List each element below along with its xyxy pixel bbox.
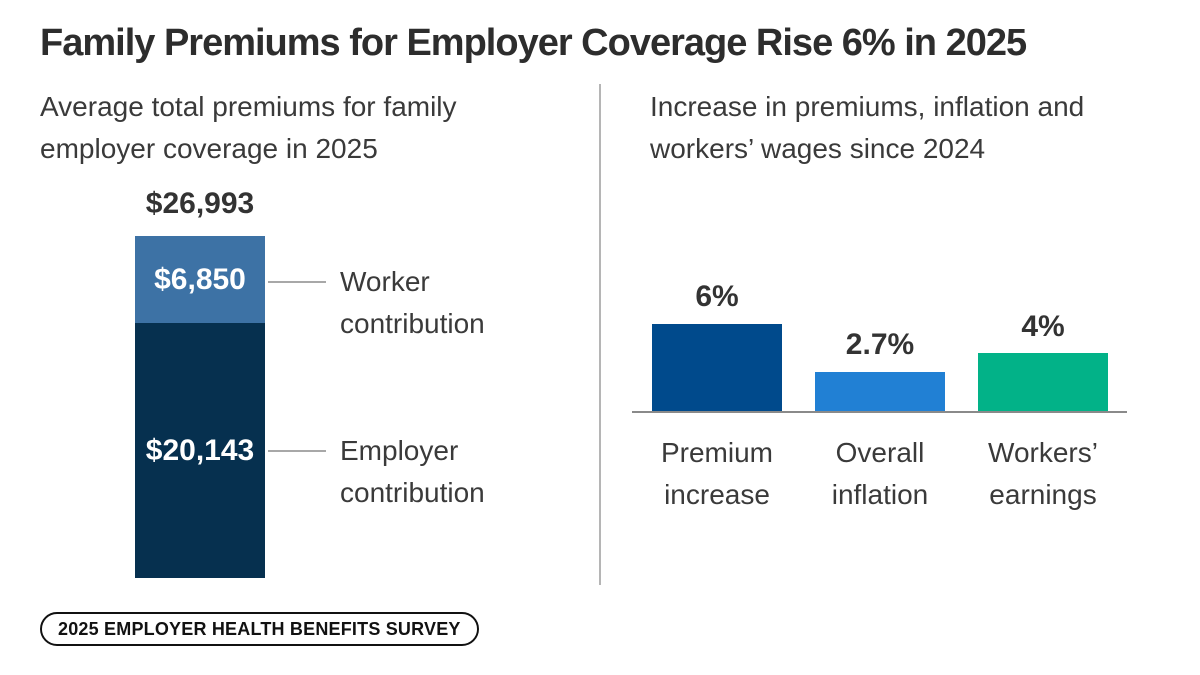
premium-increase-label: Premium increase xyxy=(660,437,773,510)
workers-earnings-label: Workers’ earnings xyxy=(988,437,1098,510)
premium-increase-value: 6% xyxy=(695,280,739,313)
worker-callout-line xyxy=(268,281,326,283)
right-chart-subtitle: Increase in premiums, inflation and work… xyxy=(650,91,1085,164)
premium-increase-bar xyxy=(652,324,782,412)
employer-contribution-segment: $20,143 xyxy=(135,323,265,578)
worker-value-label: $6,850 xyxy=(154,262,246,296)
overall-inflation-bar xyxy=(815,372,945,412)
overall-inflation-label: Overall inflation xyxy=(831,437,929,510)
x-axis-line xyxy=(632,411,1127,413)
employer-contribution-label: Employer contribution xyxy=(340,435,485,508)
survey-badge: 2025 EMPLOYER HEALTH BENEFITS SURVEY xyxy=(40,612,479,646)
vertical-divider xyxy=(599,84,601,585)
employer-value-label: $20,143 xyxy=(145,433,255,467)
overall-inflation-value: 2.7% xyxy=(845,328,915,361)
page-title: Family Premiums for Employer Coverage Ri… xyxy=(40,22,1027,64)
workers-earnings-bar xyxy=(978,353,1108,412)
workers-earnings-value: 4% xyxy=(1021,310,1065,343)
worker-contribution-segment: $6,850 xyxy=(135,236,265,323)
stacked-bar: $6,850 $20,143 xyxy=(135,236,265,578)
total-premium-label: $26,993 xyxy=(145,187,255,220)
employer-callout-line xyxy=(268,450,326,452)
worker-contribution-label: Worker contribution xyxy=(340,266,485,339)
left-chart-subtitle: Average total premiums for family employ… xyxy=(40,91,457,164)
